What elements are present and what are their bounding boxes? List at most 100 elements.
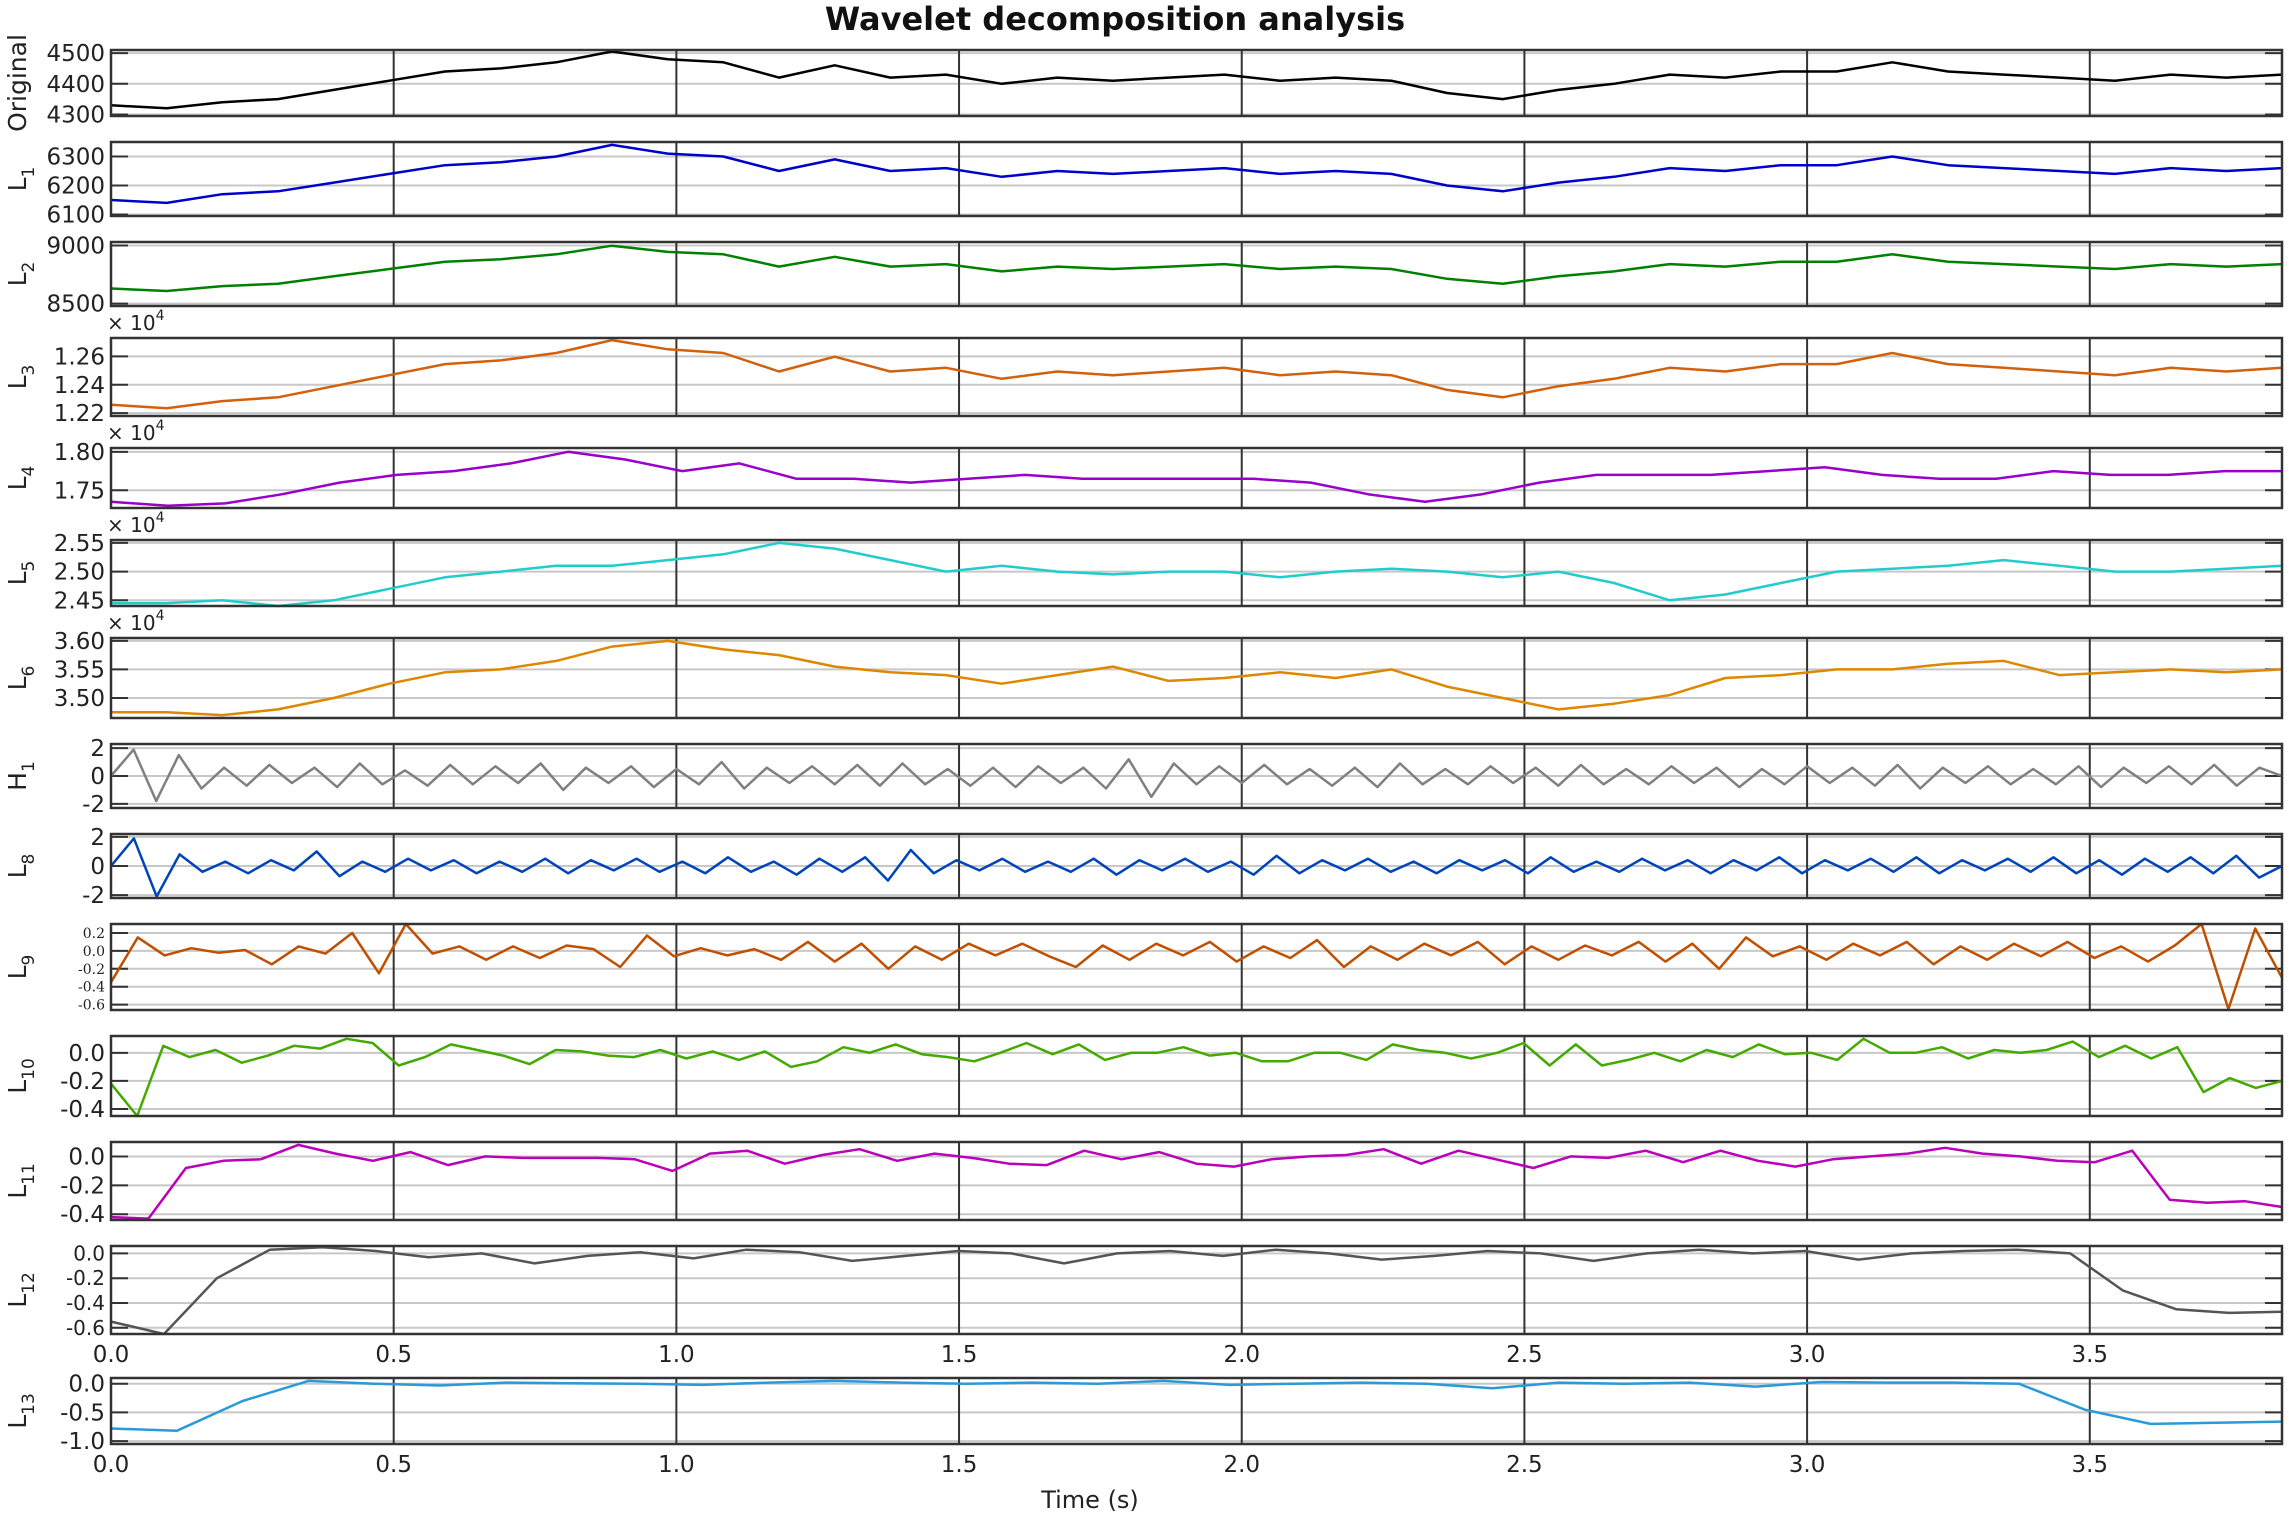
panel-l5: 2.452.50 2.55 L5 × 104 <box>3 510 2284 614</box>
y-label-text: L <box>3 1415 32 1429</box>
panel-l3: 1.221.24 1.26 L3 × 104 <box>3 308 2284 427</box>
axes-frame <box>109 636 2284 720</box>
y-label-text: L <box>3 177 32 191</box>
series-line-l8 <box>110 837 2283 898</box>
series-line-l4 <box>110 450 2282 507</box>
exponent-label: × 104 <box>107 608 165 635</box>
series-line-l13 <box>110 1379 2283 1433</box>
series-line-l5 <box>111 541 2283 608</box>
exponent-power: 4 <box>156 418 165 434</box>
panel-l10: -0.4-0.20.0 L10 <box>3 1034 2284 1123</box>
y-label-subscript: 1 <box>19 167 39 178</box>
y-tick-label: -0.5 <box>60 1400 105 1426</box>
series-line-h1 <box>110 748 2283 803</box>
y-tick-label: 2.50 <box>54 560 105 586</box>
series-line-l12 <box>110 1245 2283 1336</box>
y-axis-label: Original <box>3 34 32 132</box>
axes-frame <box>109 446 2284 510</box>
y-label-subscript: 4 <box>19 466 39 477</box>
y-axis-label: L12 <box>3 1272 39 1308</box>
x-tick-label: 3.0 <box>1789 1342 1826 1368</box>
y-tick-label: 4400 <box>46 72 105 98</box>
y-label-subscript: 6 <box>19 666 39 677</box>
x-tick-label: 0.0 <box>93 1452 130 1478</box>
y-tick-label: 1.22 <box>54 401 105 427</box>
y-label-text: L <box>3 476 32 490</box>
exponent-power: 4 <box>156 608 165 624</box>
y-label-subscript: 5 <box>19 561 39 572</box>
y-label-text: L <box>3 1294 32 1308</box>
y-tick-label: 0 <box>90 854 105 880</box>
y-tick-label: -0.2 <box>60 1069 105 1095</box>
y-tick-label: 0.0 <box>73 1241 105 1265</box>
x-tick-label: 2.5 <box>1506 1342 1543 1368</box>
series-line-l2 <box>110 244 2283 293</box>
y-label-text: L <box>3 965 32 979</box>
y-axis-label: L11 <box>3 1163 39 1199</box>
exponent-label: × 104 <box>107 510 165 537</box>
series-line-original <box>110 50 2283 110</box>
x-tick-label: 1.5 <box>941 1452 978 1478</box>
panel-h1: -202 H1 <box>3 736 2284 818</box>
exponent-base: × 10 <box>107 421 156 445</box>
panel-l1: 6100 6200 6300 L1 <box>3 140 2284 229</box>
y-tick-label: 0.0 <box>83 944 105 960</box>
y-axis-label: L4 <box>3 466 39 491</box>
series-line-l3 <box>110 338 2283 410</box>
y-tick-label: 6200 <box>46 174 105 200</box>
y-tick-label: -0.6 <box>78 998 105 1014</box>
x-tick-label: 2.5 <box>1506 1452 1543 1478</box>
y-label-subscript: 9 <box>19 955 39 966</box>
y-tick-label: 2 <box>90 736 105 762</box>
y-tick-label: 3.50 <box>54 686 105 712</box>
series-line-l6 <box>111 639 2283 717</box>
y-label-subscript: 2 <box>19 262 39 273</box>
series-line-l9 <box>109 922 2284 1011</box>
y-tick-label: 4300 <box>46 102 105 128</box>
axes-frame <box>109 832 2284 900</box>
y-tick-label: 6300 <box>46 145 105 171</box>
y-tick-label: -2 <box>82 792 105 818</box>
axes-frame <box>109 48 2284 118</box>
y-axis-label: L2 <box>3 262 39 287</box>
panel-original: 4300 4400 4500 Original <box>3 34 2284 132</box>
y-axis-label: L3 <box>3 365 39 390</box>
panel-l2: 8500 9000 L2 <box>3 233 2284 318</box>
axes-frame <box>109 1244 2284 1336</box>
y-tick-label: 9000 <box>46 233 105 259</box>
y-label-text: L <box>3 676 32 690</box>
y-tick-label: -0.2 <box>78 962 105 978</box>
y-label-text: L <box>3 375 32 389</box>
x-tick-label: 3.5 <box>2071 1342 2108 1368</box>
y-tick-label: -0.4 <box>78 980 105 996</box>
y-axis-label: H1 <box>3 761 39 791</box>
y-tick-label: 8500 <box>46 292 105 318</box>
y-tick-label: 0.0 <box>68 1144 105 1170</box>
x-tick-label: 1.0 <box>658 1452 695 1478</box>
y-tick-label: 1.80 <box>54 440 105 466</box>
y-axis-label: L6 <box>3 666 39 691</box>
y-tick-label: -0.2 <box>66 1266 105 1290</box>
y-axis-label: L1 <box>3 167 39 192</box>
y-tick-label: 1.75 <box>54 478 105 504</box>
x-axis-label: Time (s) <box>1040 1486 1139 1514</box>
y-tick-label: 2 <box>90 825 105 851</box>
y-label-subscript: 1 <box>19 761 39 772</box>
panel-l8: -2 0 2 L8 <box>3 825 2284 909</box>
panel-l9: -0.6 -0.4 -0.2 0.0 0.2 L9 <box>3 922 2284 1014</box>
y-label-text: L <box>3 272 32 286</box>
x-tick-label: 2.0 <box>1223 1452 1260 1478</box>
y-tick-label: 0.0 <box>68 1041 105 1067</box>
series-line-l10 <box>110 1037 2283 1118</box>
x-tick-label: 3.5 <box>2071 1452 2108 1478</box>
y-tick-label: -0.4 <box>66 1291 105 1315</box>
y-label-subscript: 13 <box>19 1393 39 1415</box>
y-tick-label: 1.26 <box>54 344 105 370</box>
panels: 430044004500Original610062006300L1850090… <box>3 34 2284 1478</box>
y-label-text: Original <box>3 34 32 132</box>
axes-frame <box>109 1376 2284 1446</box>
chart-title: Wavelet decomposition analysis <box>825 0 1405 38</box>
